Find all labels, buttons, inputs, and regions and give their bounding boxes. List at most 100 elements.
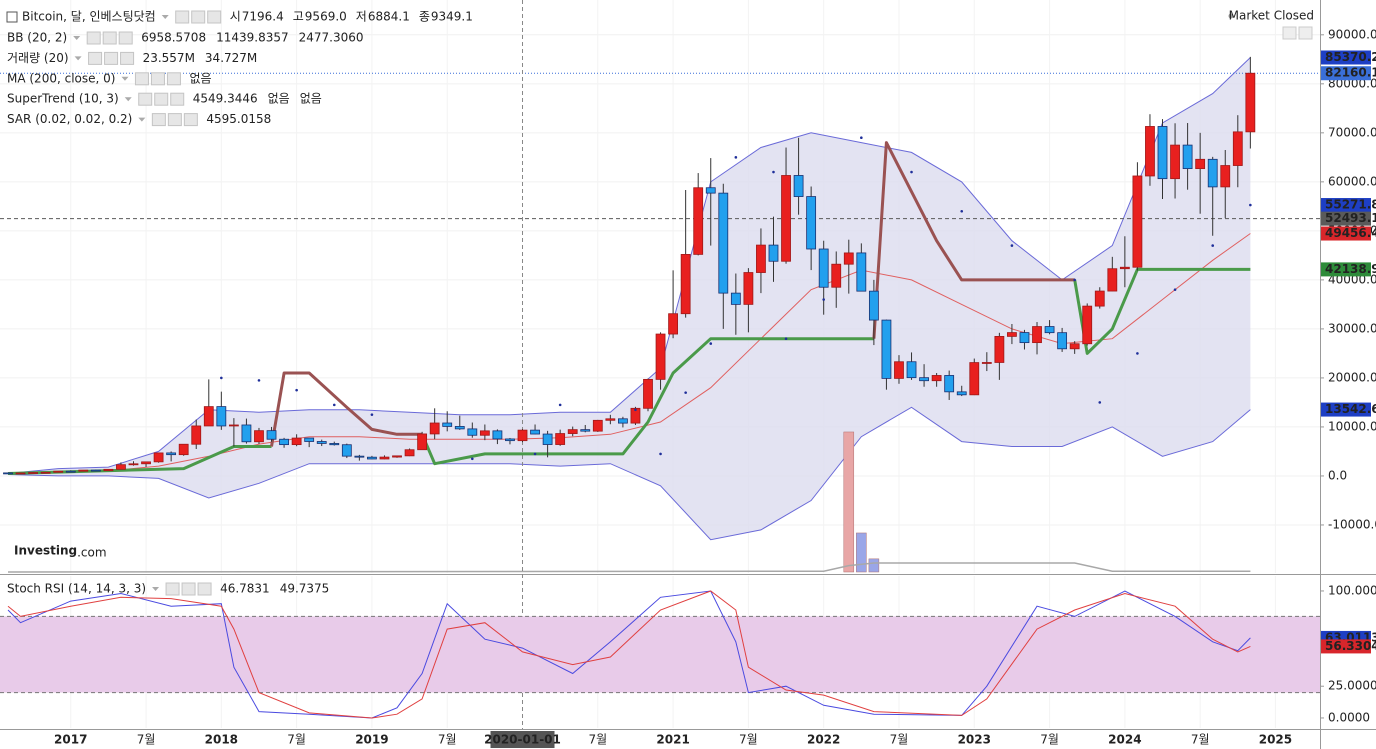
- logo-suffix: .com: [77, 546, 106, 560]
- indicator-value: 2477.3060: [299, 31, 364, 45]
- sar-dot: [1010, 244, 1014, 247]
- indicator-name: Stoch RSI (14, 14, 3, 3): [7, 582, 146, 596]
- legend-icon[interactable]: [151, 113, 166, 127]
- legend-icon[interactable]: [120, 51, 135, 65]
- candle-body: [141, 461, 151, 465]
- indicator-name: BB (20, 2): [7, 31, 67, 45]
- y-tick-label: 70000.0: [1328, 125, 1376, 139]
- volume-bar: [843, 431, 855, 573]
- legend-icon[interactable]: [165, 582, 180, 596]
- sar-dot: [370, 413, 374, 416]
- candle-body: [567, 429, 578, 434]
- candle-body: [15, 472, 26, 475]
- dropdown-arrow[interactable]: [74, 56, 82, 61]
- indicator-value: 11439.8357: [216, 31, 289, 45]
- legend-icon[interactable]: [104, 51, 119, 65]
- sar-dot: [784, 337, 788, 341]
- legend-icon[interactable]: [118, 31, 133, 45]
- market-status: Market Closed: [1229, 9, 1314, 23]
- candle-body: [944, 375, 955, 393]
- price-tag-label: 55271.8: [1325, 198, 1376, 212]
- candle-body: [1182, 144, 1193, 170]
- legend-icon[interactable]: [167, 113, 182, 127]
- legend-icon[interactable]: [86, 31, 101, 45]
- candle-body: [178, 443, 189, 456]
- indicator-name: 거래량 (20): [7, 51, 69, 65]
- bb-lower: [7, 406, 1251, 541]
- sar-dot: [257, 379, 261, 382]
- dropdown-arrow[interactable]: [161, 15, 169, 19]
- scale-button[interactable]: [1282, 26, 1297, 40]
- ohlc-value: 6884.1: [368, 10, 410, 24]
- y-tick-label: 0.0000: [1328, 710, 1370, 724]
- bb-fill: [8, 57, 1251, 540]
- sar-dot: [1211, 244, 1215, 247]
- x-tick-label: 7월: [1040, 733, 1059, 747]
- x-tick-label: 2024: [1108, 733, 1141, 747]
- legend-icon[interactable]: [170, 92, 185, 106]
- candle-body: [668, 313, 678, 335]
- x-tick-label: 2022: [807, 733, 840, 747]
- candle-body: [1094, 290, 1105, 307]
- legend-icon[interactable]: [181, 582, 196, 596]
- y-tick-label: 25.0000: [1328, 679, 1376, 693]
- legend-icon[interactable]: [166, 72, 181, 86]
- candle-body: [994, 335, 1005, 363]
- candle-body: [1019, 332, 1030, 344]
- legend-icon[interactable]: [175, 10, 190, 24]
- status-dot: [1228, 13, 1234, 19]
- candle-body: [843, 252, 854, 265]
- sar-dot: [1136, 352, 1139, 355]
- indicator-value: 없음: [268, 92, 290, 106]
- x-tick-label: 2017: [54, 733, 87, 747]
- x-tick-label: 2023: [958, 733, 991, 747]
- legend-icon[interactable]: [183, 113, 198, 127]
- candle-body: [241, 424, 252, 443]
- crosshair-label: 2020-01-01: [484, 733, 561, 747]
- candle-body: [781, 175, 791, 262]
- volume-bar: [856, 532, 867, 573]
- candle-body: [743, 272, 754, 305]
- collapse-box[interactable]: [6, 11, 18, 23]
- legend-icon[interactable]: [150, 72, 165, 86]
- candle-body: [592, 419, 603, 432]
- scale-button[interactable]: [1298, 26, 1313, 40]
- legend-icon[interactable]: [207, 10, 222, 24]
- legend-icon[interactable]: [191, 10, 206, 24]
- candle-body: [580, 429, 591, 432]
- price-tag-label: 49456.4: [1325, 226, 1376, 240]
- candle-body: [542, 433, 553, 445]
- indicator-value: 없음: [300, 92, 322, 106]
- legend-icon[interactable]: [102, 31, 117, 45]
- dropdown-arrow[interactable]: [138, 117, 146, 122]
- legend-icon[interactable]: [134, 72, 149, 86]
- stoch-tag: [1321, 639, 1371, 654]
- candle-body: [166, 452, 177, 456]
- candle-body: [467, 428, 478, 436]
- indicator-value: 6958.5708: [141, 31, 206, 45]
- sar-dot: [220, 376, 223, 380]
- dropdown-arrow[interactable]: [124, 97, 132, 102]
- candle-body: [831, 263, 842, 288]
- legend-icon[interactable]: [154, 92, 169, 106]
- candle-body: [680, 253, 691, 315]
- indicator-value: 없음: [189, 71, 211, 85]
- legend-icon[interactable]: [138, 92, 153, 106]
- legend-icon[interactable]: [88, 51, 103, 65]
- stoch-tag-label: 56.3304: [1325, 639, 1376, 653]
- legend-icon[interactable]: [197, 582, 212, 596]
- candle-body: [693, 187, 704, 255]
- y-tick-label: 20000.0: [1328, 370, 1376, 384]
- sar-dot: [822, 298, 825, 301]
- sar-dot: [684, 391, 687, 394]
- x-tick-label: 7월: [287, 733, 306, 747]
- dropdown-arrow[interactable]: [73, 36, 81, 40]
- dropdown-arrow[interactable]: [121, 76, 129, 81]
- candle-body: [1082, 305, 1093, 345]
- candle-body: [40, 471, 51, 474]
- candle-body: [228, 424, 239, 427]
- sar-dot: [295, 388, 298, 392]
- candle-body: [856, 252, 867, 292]
- sar-dot: [709, 342, 713, 345]
- dropdown-arrow[interactable]: [152, 587, 160, 591]
